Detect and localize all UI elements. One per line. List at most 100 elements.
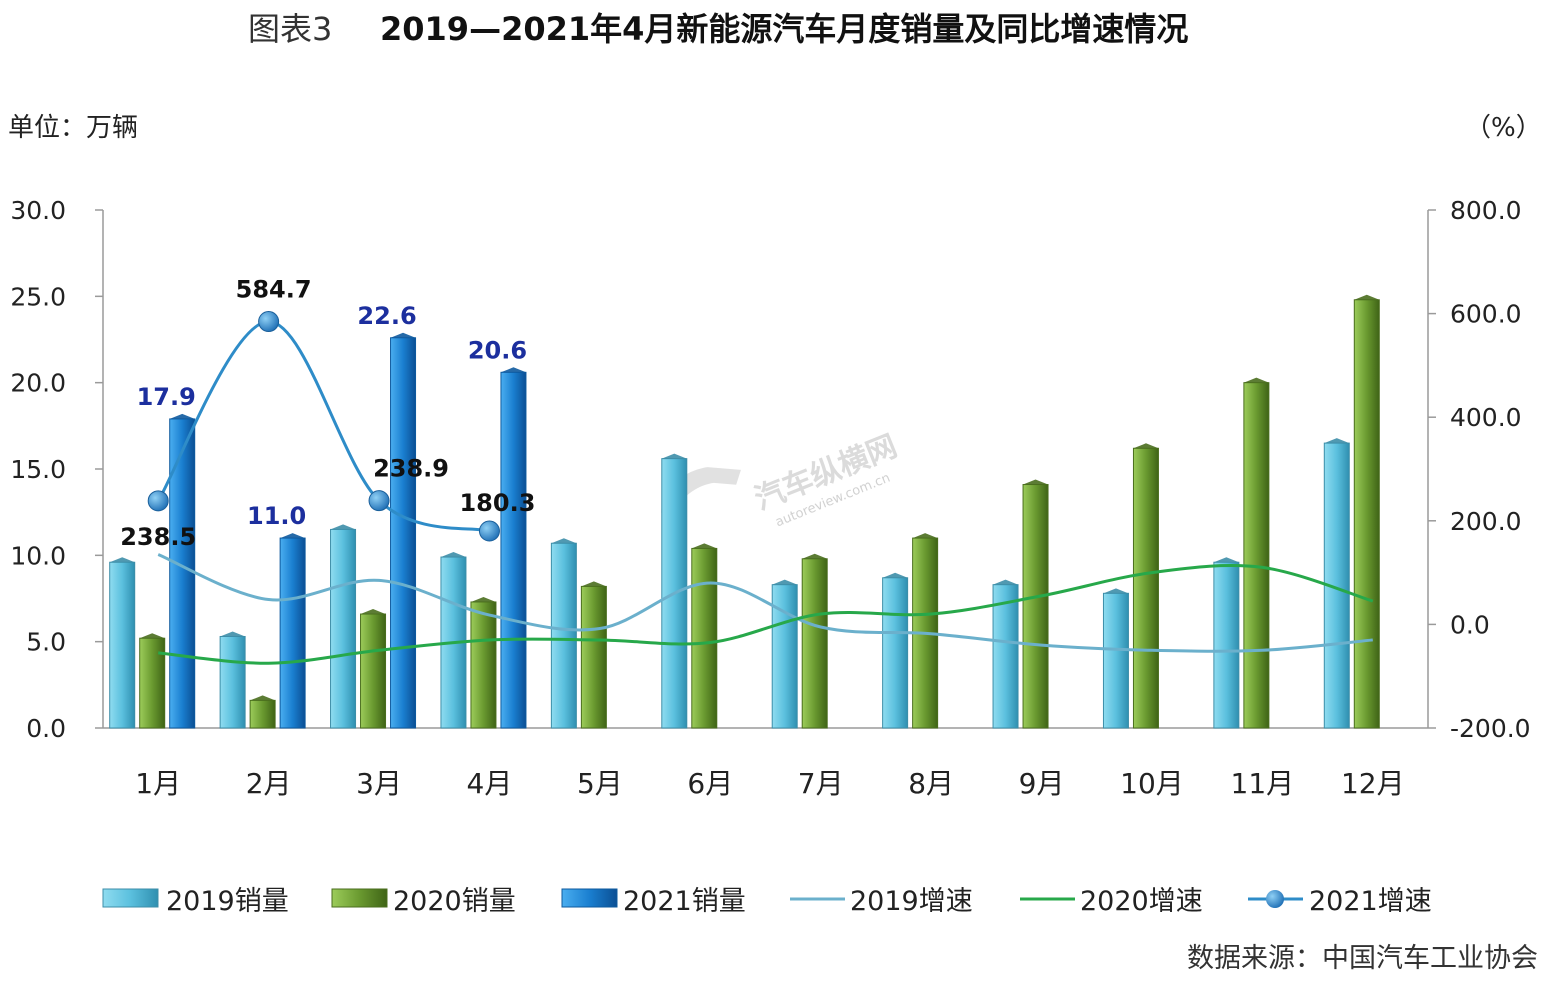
bar-2020-sales	[801, 558, 828, 729]
bar-2019-sales	[550, 542, 577, 729]
legend-marker-2021-growth	[1266, 890, 1284, 908]
legend-item-2021-sales: 2021销量	[561, 886, 746, 917]
legend-label-2020-sales: 2020销量	[393, 886, 516, 917]
bar-2021-sales	[169, 418, 196, 729]
legend-label-2019-growth: 2019增速	[850, 886, 973, 917]
bar-2021-sales-cap	[500, 367, 526, 373]
watermark: 汽车纵横网 autoreview.com.cn	[750, 429, 902, 531]
bar-2020-sales-cap	[1354, 294, 1380, 300]
legend-item-2020-sales: 2020销量	[331, 886, 516, 917]
bar-2020-sales	[1243, 382, 1270, 729]
y-left-tick-label: 0.0	[26, 714, 66, 743]
y-left-tick-label: 30.0	[10, 196, 66, 225]
bar-2021-sales-cap	[169, 413, 195, 419]
bar-2020-sales-cap	[802, 553, 828, 559]
y-left-tick-label: 15.0	[10, 455, 66, 484]
y-left-tick-label: 5.0	[26, 628, 66, 657]
bar-2019-sales-cap	[1103, 588, 1129, 594]
bar-2020-sales	[691, 547, 718, 729]
left-axis-unit: 单位：万辆	[8, 113, 138, 143]
bar-2019-sales-cap	[220, 631, 246, 637]
legend-item-2019-growth: 2019增速	[790, 886, 973, 917]
point-2021-growth	[258, 311, 280, 333]
label-2021-growth: 584.7	[236, 276, 312, 304]
chart-title-prefix: 图表3	[248, 10, 332, 48]
legend-label-2019-sales: 2019销量	[166, 886, 289, 917]
legend-item-2019-sales: 2019销量	[102, 886, 289, 917]
label-2021-sales: 17.9	[137, 383, 196, 411]
bar-2019-sales-cap	[440, 552, 466, 558]
y-right-tick-label: -200.0	[1450, 714, 1531, 743]
bar-2019-sales	[330, 528, 357, 729]
bar-2021-sales-cap	[390, 332, 416, 338]
line-2020-growth	[158, 564, 1374, 665]
x-category-label: 2月	[246, 767, 292, 800]
bar-2019-sales-cap	[551, 538, 577, 544]
y-right-tick-label: 400.0	[1450, 403, 1522, 432]
legend-swatch-2019-sales	[102, 888, 159, 908]
point-2021-growth	[478, 520, 500, 542]
label-2021-sales: 20.6	[468, 336, 527, 364]
point-2021-growth	[147, 490, 169, 512]
bar-2019-sales	[882, 577, 909, 729]
bar-2019-sales-cap	[993, 579, 1019, 585]
x-category-label: 7月	[798, 767, 844, 800]
bar-2020-sales-cap	[470, 596, 496, 602]
legend-item-2020-growth: 2020增速	[1020, 886, 1203, 917]
x-category-label: 11月	[1231, 767, 1295, 800]
data-source: 数据来源：中国汽车工业协会	[1187, 943, 1538, 974]
legend-label-2020-growth: 2020增速	[1080, 886, 1203, 917]
bar-2020-sales-cap	[581, 581, 607, 587]
bar-2019-sales	[1323, 442, 1350, 729]
bar-2019-sales-cap	[772, 579, 798, 585]
bar-2021-sales	[500, 371, 527, 729]
x-category-label: 10月	[1120, 767, 1184, 800]
label-2021-sales: 11.0	[247, 502, 306, 530]
bar-2019-sales-cap	[882, 572, 908, 578]
x-category-label: 6月	[687, 767, 733, 800]
line-layer	[147, 311, 1374, 665]
bar-2020-sales-cap	[139, 633, 165, 639]
bar-2020-sales	[360, 613, 387, 729]
chart-title: 2019—2021年4月新能源汽车月度销量及同比增速情况	[380, 10, 1188, 48]
legend-label-2021-growth: 2021增速	[1309, 886, 1432, 917]
legend: 2019销量 2020销量 2021销量 2019增速 2020增速 2021增…	[102, 886, 1432, 917]
bar-2020-sales-cap	[1133, 443, 1159, 449]
bar-layer	[109, 294, 1380, 729]
line-2019-growth	[157, 553, 1373, 653]
x-category-label: 9月	[1019, 767, 1065, 800]
bar-2020-sales	[1132, 447, 1159, 729]
label-2021-growth: 180.3	[459, 489, 535, 517]
y-right-tick-label: 800.0	[1450, 196, 1522, 225]
bar-2019-sales-cap	[661, 453, 687, 459]
label-2021-growth: 238.9	[373, 455, 449, 483]
bar-2020-sales	[1353, 299, 1380, 729]
bar-2019-sales-cap	[1213, 557, 1239, 563]
bar-2021-sales	[390, 337, 417, 729]
bar-2020-sales-cap	[691, 543, 717, 549]
bar-2020-sales-cap	[912, 533, 938, 539]
bar-2019-sales	[109, 561, 136, 729]
data-label-layer: 17.9 11.0 22.6 20.6 238.5 584.7 238.9 180.3	[120, 276, 535, 551]
bar-2021-sales-cap	[280, 533, 306, 539]
bar-2020-sales-cap	[1243, 377, 1269, 383]
bar-2019-sales	[219, 635, 246, 729]
bar-2020-sales-cap	[250, 695, 276, 701]
legend-label-2021-sales: 2021销量	[623, 886, 746, 917]
y-right-tick-label: 200.0	[1450, 507, 1522, 536]
x-category-label: 1月	[135, 767, 181, 800]
bar-2019-sales	[992, 584, 1019, 729]
right-axis-unit: （%）	[1465, 113, 1542, 143]
bar-2021-sales	[279, 537, 306, 729]
y-left-tick-label: 20.0	[10, 369, 66, 398]
legend-swatch-2020-sales	[331, 888, 388, 908]
legend-item-2021-growth: 2021增速	[1248, 886, 1432, 917]
x-category-label: 5月	[577, 767, 623, 800]
x-category-label: 4月	[467, 767, 513, 800]
y-right-tick-label: 0.0	[1450, 610, 1490, 639]
x-category-label: 12月	[1341, 767, 1405, 800]
bar-2020-sales	[580, 585, 607, 729]
y-right-tick-label: 600.0	[1450, 300, 1522, 329]
y-left-tick-label: 25.0	[10, 282, 66, 311]
bar-2019-sales-cap	[330, 524, 356, 530]
